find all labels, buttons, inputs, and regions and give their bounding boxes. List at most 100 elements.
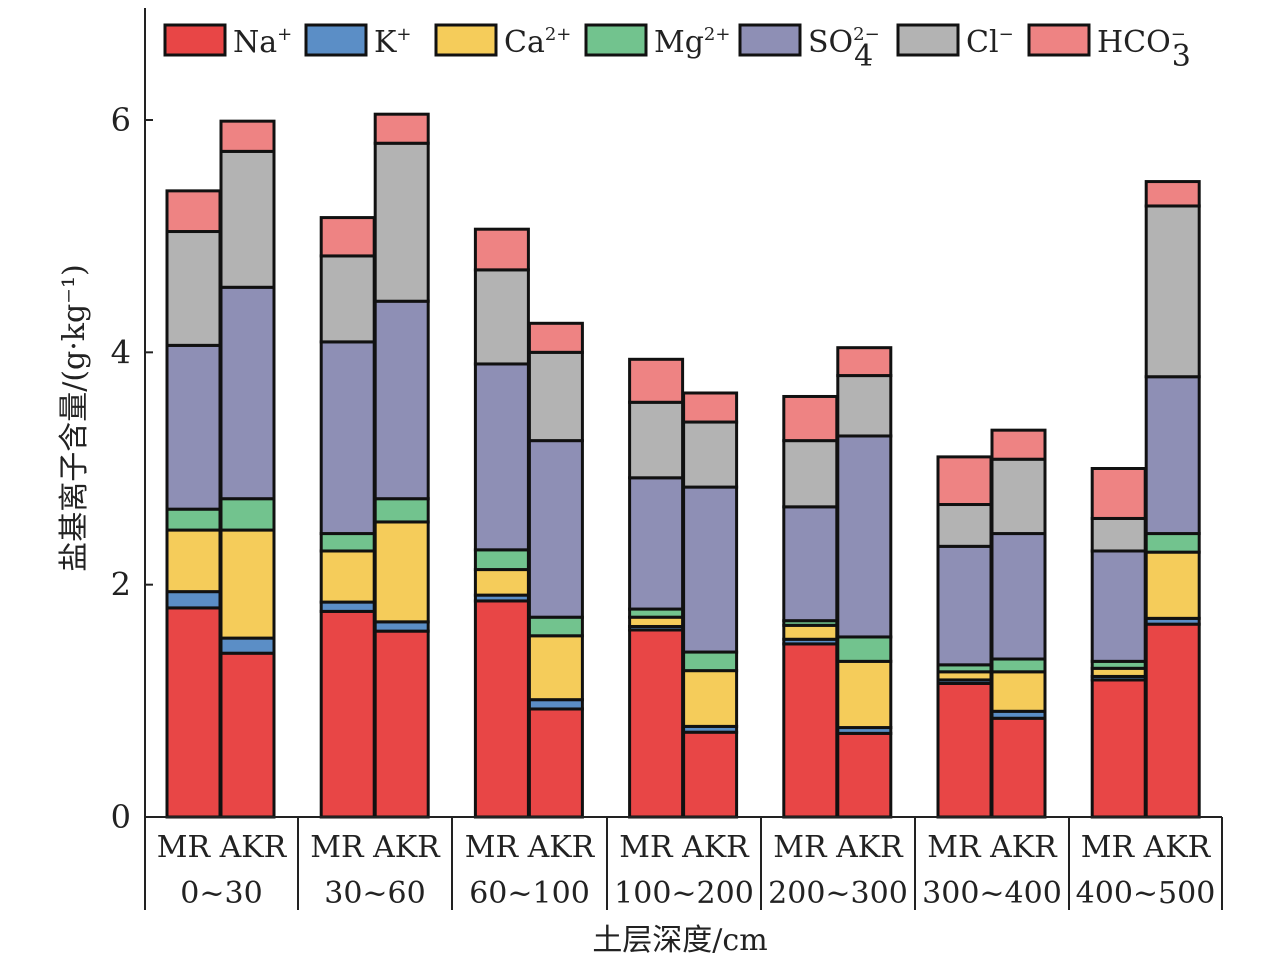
bar-segment-na-akr-1 [219, 651, 276, 819]
bar-segment-ca-akr-6 [990, 670, 1047, 713]
y-tick-label: 2 [111, 566, 131, 604]
bar-segment-hco3-akr-4 [682, 391, 739, 424]
legend-label-base: Cl [966, 25, 999, 60]
bar-segment-so4-mr-6 [936, 544, 993, 667]
bar-segment-cl-mr-4 [628, 400, 685, 480]
depth-group-label: 400~500 [1076, 876, 1216, 911]
legend-label-base: SO [808, 25, 853, 60]
y-axis-title: 盐基离子含量/(g·kg⁻¹) [57, 264, 92, 572]
legend-label-sup: 2+ [704, 24, 731, 45]
bar-segment-ca-akr-1 [219, 528, 276, 640]
bar-segment-hco3-mr-2 [319, 216, 376, 258]
bar-segment-cl-akr-1 [219, 149, 276, 289]
depth-group-label: 200~300 [768, 876, 908, 911]
bar-segment-mg-akr-1 [219, 497, 276, 532]
bar-segment-na-akr-4 [682, 730, 739, 819]
bar-segment-ca-akr-4 [682, 669, 739, 728]
bar-segment-ca-mr-3 [473, 568, 530, 597]
bar-segment-ca-mr-1 [165, 528, 222, 594]
bar-segment-cl-mr-2 [319, 254, 376, 344]
bar-segment-cl-mr-1 [165, 230, 222, 347]
legend-label-sup: + [277, 24, 292, 45]
y-tick-label: 0 [111, 798, 131, 836]
bar-segment-hco3-mr-5 [782, 394, 839, 443]
bar-segment-mg-mr-2 [319, 532, 376, 553]
bar-segment-na-akr-7 [1144, 622, 1201, 819]
bar-segment-mg-akr-7 [1144, 532, 1201, 554]
bar-segment-hco3-mr-4 [628, 357, 685, 404]
legend-label-ca: Ca2+ [504, 24, 571, 60]
sub-category-label: MR AKR [619, 830, 750, 865]
bar-segment-hco3-mr-1 [165, 189, 222, 234]
bar-segment-na-mr-4 [628, 628, 685, 819]
sub-category-label: MR AKR [773, 830, 904, 865]
bar-segment-mg-akr-3 [527, 615, 584, 638]
bar-segment-ca-akr-3 [527, 634, 584, 702]
bar-segment-na-akr-5 [836, 731, 893, 819]
bar-segment-k-mr-1 [165, 590, 222, 610]
bar-segment-na-mr-7 [1090, 678, 1147, 819]
legend-label-mg: Mg2+ [654, 24, 730, 60]
legend-label-so4: SO2− [808, 24, 880, 60]
bar-segment-mg-akr-4 [682, 650, 739, 673]
depth-group-label: 300~400 [922, 876, 1062, 911]
bar-segment-hco3-akr-6 [990, 428, 1047, 461]
legend-label-base: Ca [504, 25, 545, 60]
bar-segment-cl-akr-3 [527, 350, 584, 443]
bar-segment-ca-akr-2 [373, 520, 430, 624]
bar-segment-na-akr-2 [373, 629, 430, 819]
bar-segment-so4-akr-5 [836, 434, 893, 639]
bar-segment-hco3-akr-5 [836, 346, 893, 378]
bar-segment-mg-akr-6 [990, 657, 1047, 674]
bar-segment-so4-akr-2 [373, 299, 430, 501]
bar-segment-mg-mr-1 [165, 507, 222, 532]
legend-label-sup: − [999, 24, 1014, 45]
bar-segment-so4-akr-6 [990, 532, 1047, 661]
legend-label-sup: 2+ [545, 24, 572, 45]
bar-segment-na-akr-3 [527, 707, 584, 819]
axes-layer: 0 2 4 6 MR AKR 0~30 MR AKR 30~60 MR AKR 60~100 MR … [111, 8, 1223, 911]
bar-segment-so4-mr-4 [628, 476, 685, 611]
bar-segment-so4-akr-7 [1144, 375, 1201, 536]
bar-segment-so4-akr-3 [527, 439, 584, 619]
legend-label-sup: − [1171, 24, 1186, 45]
legend-swatch-mg [584, 23, 648, 57]
bar-segment-na-mr-1 [165, 606, 222, 819]
depth-group-label: 0~30 [180, 876, 262, 911]
bar-segment-na-mr-3 [473, 599, 530, 819]
legend-label-hco3: HCO− [1097, 24, 1186, 60]
bar-segment-mg-akr-5 [836, 635, 893, 663]
bar-segment-hco3-mr-6 [936, 455, 993, 507]
bar-segment-so4-mr-7 [1090, 549, 1147, 663]
bar-segment-ca-akr-7 [1144, 550, 1201, 620]
bar-segment-hco3-akr-3 [527, 321, 584, 354]
bar-segment-so4-mr-3 [473, 362, 530, 552]
bar-segment-hco3-akr-2 [373, 112, 430, 145]
bar-segment-ca-mr-5 [782, 623, 839, 641]
bar-segment-cl-akr-7 [1144, 204, 1201, 379]
bar-segment-so4-akr-1 [219, 285, 276, 501]
bar-segment-so4-akr-4 [682, 485, 739, 654]
bar-segment-ca-akr-5 [836, 659, 893, 730]
sub-category-label: MR AKR [927, 830, 1058, 865]
legend-label-sub: 4 [854, 39, 873, 74]
bar-segment-cl-akr-2 [373, 141, 430, 303]
sub-category-label: MR AKR [1081, 830, 1212, 865]
bar-segment-k-akr-1 [219, 636, 276, 655]
bar-segment-mg-akr-2 [373, 497, 430, 524]
legend: Na+ K+ Ca2+ Mg2+ SO2−4 Cl− HCO−3 [163, 23, 1191, 74]
y-tick-label: 6 [111, 101, 131, 139]
legend-swatch-hco3 [1027, 23, 1091, 57]
bar-segment-hco3-akr-1 [219, 119, 276, 153]
sub-category-label: MR AKR [157, 830, 288, 865]
legend-swatch-na [163, 23, 227, 57]
bar-segment-cl-mr-6 [936, 503, 993, 548]
bar-segment-cl-akr-6 [990, 457, 1047, 536]
depth-group-label: 60~100 [469, 876, 590, 911]
depth-group-label: 100~200 [614, 876, 754, 911]
bar-segment-cl-mr-3 [473, 268, 530, 366]
depth-group-label: 30~60 [324, 876, 425, 911]
bars-layer [165, 112, 1201, 819]
bar-segment-na-mr-2 [319, 609, 376, 819]
